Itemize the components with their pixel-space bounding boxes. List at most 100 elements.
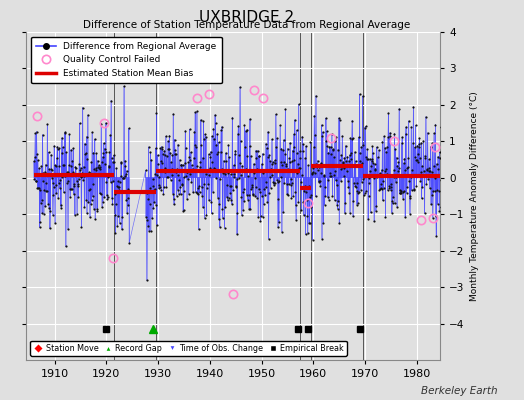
Point — [103, 192, 111, 199]
Point — [321, 184, 329, 190]
Point — [242, 128, 250, 134]
Point — [162, 133, 170, 140]
Point — [71, 212, 79, 218]
Point — [345, 158, 353, 164]
Point — [50, 162, 59, 169]
Point — [89, 150, 97, 156]
Point — [264, 129, 272, 135]
Point — [410, 187, 418, 194]
Point — [217, 127, 225, 133]
Point — [76, 167, 84, 173]
Point — [256, 189, 264, 195]
Point — [423, 166, 431, 172]
Point — [158, 146, 167, 152]
Point — [283, 191, 291, 198]
Point — [107, 97, 115, 104]
Point — [229, 187, 237, 194]
Point — [156, 184, 164, 190]
Point — [194, 184, 202, 191]
Point — [47, 152, 56, 158]
Point — [422, 167, 431, 173]
Point — [386, 130, 395, 136]
Point — [78, 170, 86, 176]
Point — [319, 220, 328, 226]
Point — [49, 191, 58, 198]
Point — [398, 140, 406, 147]
Point — [262, 184, 270, 190]
Point — [260, 167, 269, 173]
Point — [108, 201, 117, 207]
Point — [291, 117, 299, 123]
Point — [173, 166, 181, 172]
Point — [96, 165, 104, 172]
Point — [262, 140, 270, 147]
Point — [418, 195, 426, 202]
Point — [167, 176, 175, 183]
Point — [422, 114, 430, 120]
Point — [150, 185, 159, 192]
Point — [30, 176, 39, 182]
Point — [83, 210, 91, 216]
Point — [346, 210, 354, 216]
Point — [348, 117, 356, 124]
Point — [310, 112, 319, 119]
Point — [387, 184, 395, 191]
Point — [34, 157, 42, 163]
Point — [330, 171, 338, 178]
Point — [308, 170, 316, 176]
Point — [99, 198, 107, 205]
Point — [246, 206, 255, 213]
Point — [192, 144, 200, 150]
Point — [121, 162, 129, 169]
Point — [381, 144, 389, 151]
Point — [256, 217, 265, 224]
Point — [206, 148, 215, 155]
Point — [308, 170, 316, 177]
Point — [386, 133, 394, 140]
Point — [181, 128, 190, 134]
Point — [208, 159, 216, 165]
Point — [361, 124, 369, 131]
Point — [257, 212, 265, 219]
Point — [437, 204, 445, 210]
Point — [149, 183, 157, 189]
Point — [38, 196, 46, 203]
Point — [49, 212, 57, 218]
Point — [89, 180, 97, 187]
Point — [30, 158, 38, 164]
Point — [350, 180, 358, 186]
Point — [38, 210, 46, 217]
Point — [187, 149, 195, 156]
Point — [123, 168, 131, 174]
Point — [57, 202, 65, 208]
Point — [283, 145, 292, 152]
Point — [144, 195, 152, 202]
Point — [376, 185, 385, 191]
Point — [412, 182, 421, 189]
Point — [420, 210, 429, 216]
Point — [248, 192, 257, 198]
Point — [159, 191, 168, 197]
Point — [226, 171, 235, 177]
Point — [398, 134, 407, 140]
Point — [274, 179, 282, 186]
Point — [237, 172, 245, 178]
Point — [403, 183, 411, 190]
Point — [289, 144, 298, 151]
Point — [250, 161, 258, 167]
Point — [255, 186, 263, 192]
Point — [413, 157, 421, 163]
Point — [78, 172, 86, 179]
Point — [416, 177, 424, 184]
Point — [45, 149, 53, 156]
Point — [94, 165, 103, 171]
Point — [311, 132, 319, 138]
Point — [31, 178, 40, 184]
Point — [40, 186, 49, 193]
Point — [216, 175, 224, 182]
Point — [411, 154, 419, 160]
Point — [433, 186, 441, 193]
Point — [271, 111, 280, 118]
Point — [349, 213, 357, 220]
Point — [430, 162, 438, 169]
